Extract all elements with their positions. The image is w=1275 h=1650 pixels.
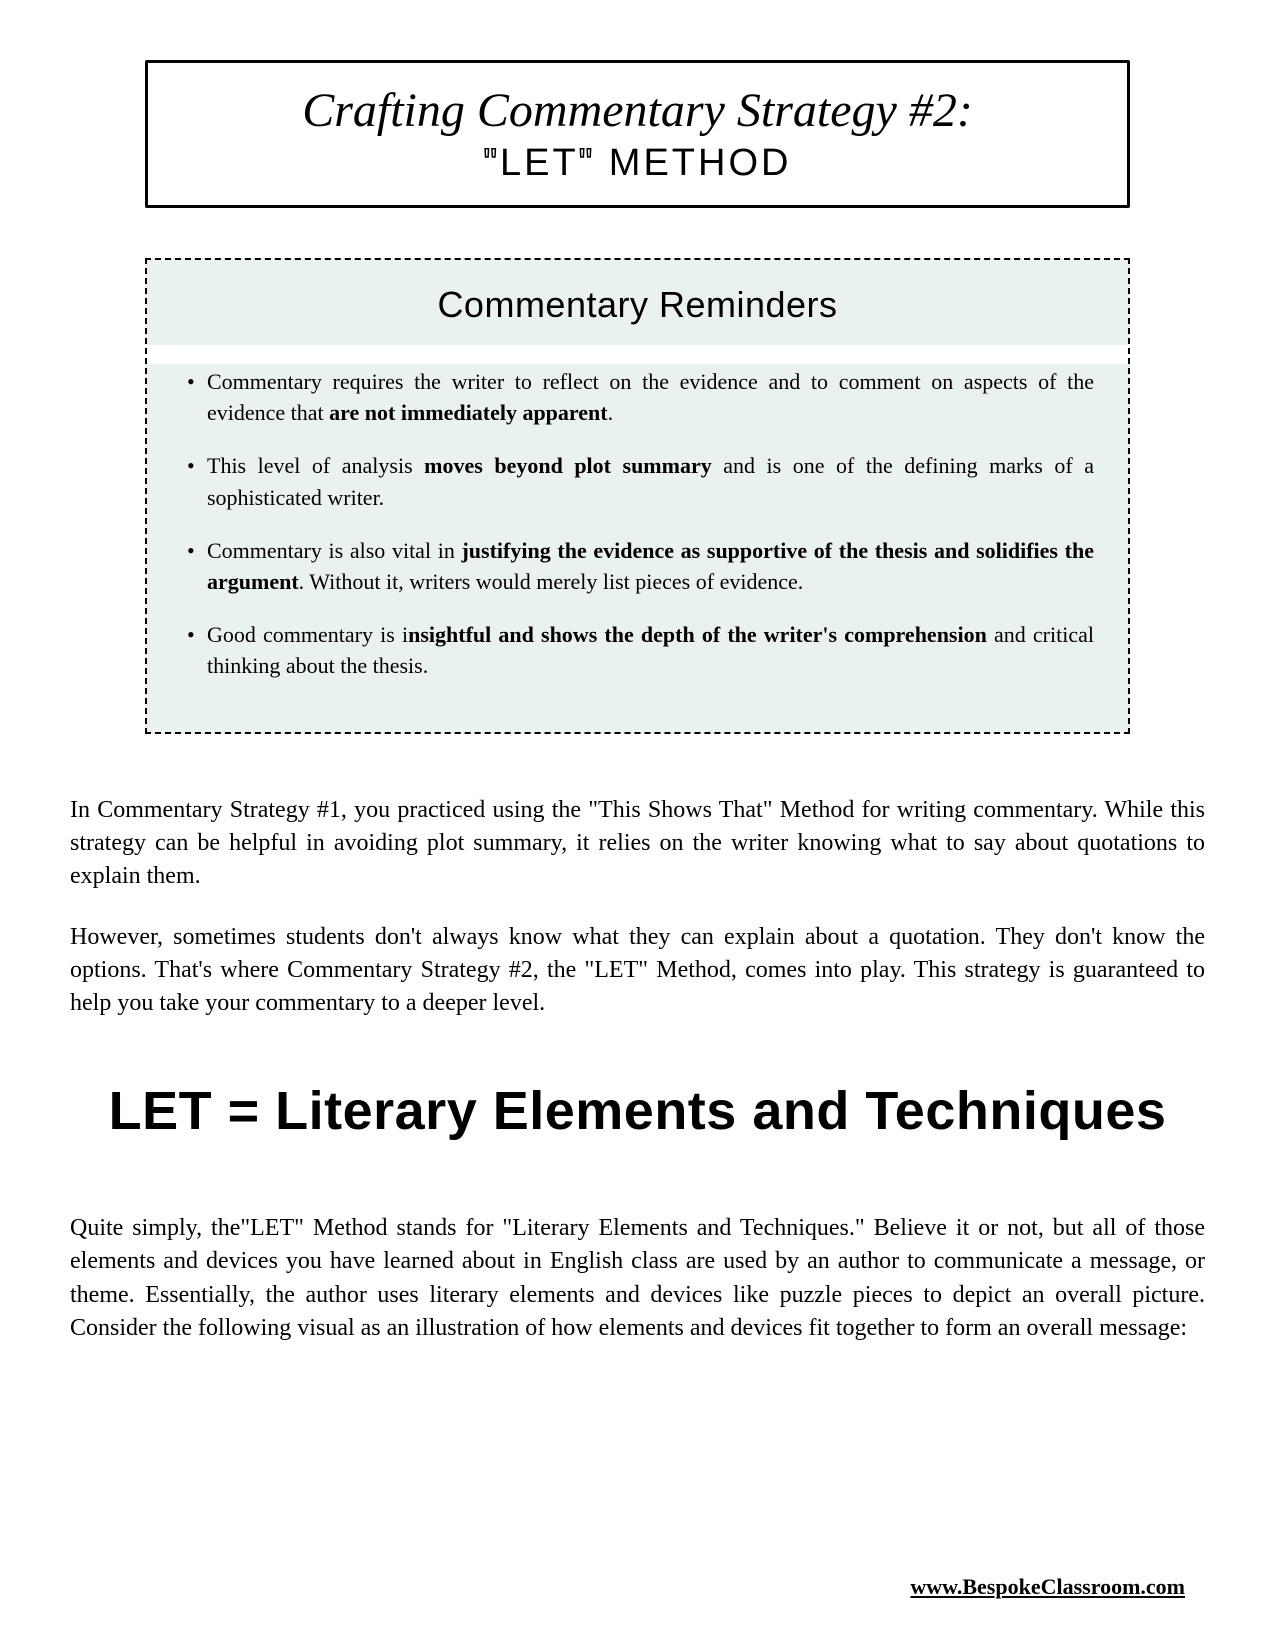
item-text: Commentary is also vital in bbox=[207, 538, 461, 563]
reminders-heading: Commentary Reminders bbox=[173, 284, 1102, 326]
reminders-box: Commentary Reminders Commentary requires… bbox=[145, 258, 1130, 734]
item-text: . Without it, writers would merely list … bbox=[299, 569, 804, 594]
item-text: Good commentary is i bbox=[207, 622, 408, 647]
title-box: Crafting Commentary Strategy #2: "LET" M… bbox=[145, 60, 1130, 208]
item-text: This level of analysis bbox=[207, 453, 424, 478]
title-script-line: Crafting Commentary Strategy #2: bbox=[188, 85, 1087, 138]
quote-close: " bbox=[579, 142, 596, 184]
let-heading: LET = Literary Elements and Techniques bbox=[70, 1080, 1205, 1142]
item-bold: are not immediately apparent bbox=[329, 400, 607, 425]
list-item: Commentary requires the writer to reflec… bbox=[181, 366, 1094, 428]
title-let: LET bbox=[500, 142, 579, 184]
title-method: METHOD bbox=[595, 142, 791, 184]
reminders-list: Commentary requires the writer to reflec… bbox=[173, 366, 1102, 682]
item-text: . bbox=[608, 400, 614, 425]
item-bold: moves beyond plot summary bbox=[424, 453, 712, 478]
body-paragraph-1: In Commentary Strategy #1, you practiced… bbox=[70, 794, 1205, 893]
quote-open: " bbox=[484, 142, 501, 184]
list-item: Good commentary is insightful and shows … bbox=[181, 619, 1094, 681]
body-paragraph-2: However, sometimes students don't always… bbox=[70, 921, 1205, 1020]
footer-url: www.BespokeClassroom.com bbox=[910, 1574, 1185, 1600]
body-paragraph-3: Quite simply, the"LET" Method stands for… bbox=[70, 1212, 1205, 1344]
list-item: This level of analysis moves beyond plot… bbox=[181, 450, 1094, 512]
list-item: Commentary is also vital in justifying t… bbox=[181, 535, 1094, 597]
title-method-line: "LET" METHOD bbox=[188, 142, 1087, 185]
item-bold: nsightful and shows the depth of the wri… bbox=[408, 622, 987, 647]
